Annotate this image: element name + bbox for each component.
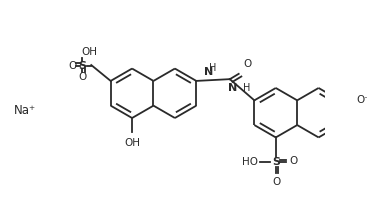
Text: O: O: [273, 177, 281, 187]
Text: O: O: [69, 61, 77, 71]
Text: OH: OH: [81, 47, 98, 57]
Text: O: O: [78, 72, 87, 82]
Text: H: H: [210, 63, 217, 73]
Text: OH: OH: [124, 138, 140, 148]
Text: HO: HO: [242, 157, 258, 167]
Text: S: S: [272, 157, 280, 167]
Text: S: S: [79, 61, 86, 71]
Text: O⁻: O⁻: [357, 95, 367, 105]
Text: O: O: [243, 59, 251, 69]
Text: O: O: [289, 156, 297, 166]
Text: H: H: [243, 83, 250, 93]
Text: N: N: [228, 83, 238, 93]
Text: Na⁺: Na⁺: [14, 104, 36, 117]
Text: N: N: [204, 67, 213, 77]
